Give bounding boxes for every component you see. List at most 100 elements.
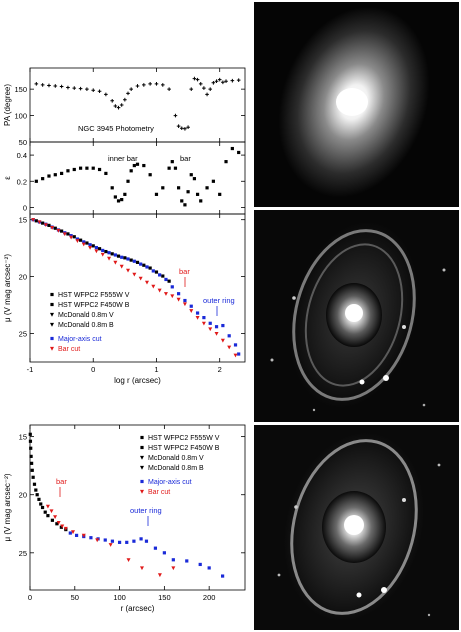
chart-frame [29,213,246,363]
data-point [189,309,194,313]
data-point [50,226,55,230]
data-point [151,269,155,273]
data-point [85,87,89,91]
legend-entry: Bar cut [148,489,170,496]
data-point [195,316,200,320]
data-point [46,514,50,518]
y-tick-label: 0.2 [17,177,27,186]
data-point [56,521,61,525]
data-point [139,566,144,571]
data-point [41,221,45,225]
data-point [101,248,105,253]
data-point [59,525,63,529]
data-point [233,353,238,358]
annotation-bar: bar [56,477,67,486]
data-point [135,84,140,88]
data-point [132,259,136,263]
legend-marker [50,346,54,351]
legend-marker [50,336,54,341]
data-point [153,546,158,550]
data-point [144,539,149,543]
data-point [132,272,137,277]
data-point [237,150,241,155]
data-point [233,343,238,347]
data-point [47,174,51,178]
x-tick-label: 0 [91,365,95,374]
data-point [126,179,130,183]
data-point [31,475,35,479]
data-point [116,105,121,110]
data-point [107,256,112,261]
data-point [224,160,228,164]
chart-4: 15 20 25 0 50 100 150 200 μ (V mag arcsec⁻²) r (a… [3,424,246,613]
x-tick-label: 200 [203,593,216,602]
legend-marker [50,312,54,317]
data-point [129,169,133,173]
data-point [81,533,86,538]
data-point [139,262,143,266]
y-axis-label: PA (degree) [3,84,12,126]
data-point [199,199,203,203]
legend-entry: McDonald 0.8m B [58,322,114,329]
x-axis-label: log r (arcsec) [114,376,161,385]
data-point [78,86,83,91]
data-point [34,82,39,86]
data-point [35,493,39,497]
data-point [72,86,77,90]
data-point [185,559,189,563]
data-point [49,509,54,514]
data-point [208,327,213,332]
data-point [177,292,181,296]
annotation-outer-ring: outer ring [203,296,235,305]
data-point [30,461,34,465]
y-tick-label: 25 [19,549,27,558]
data-point [230,78,235,83]
data-point [145,265,149,269]
data-point [189,304,193,308]
data-point [157,573,162,578]
data-point [192,76,197,81]
data-point [126,91,130,96]
data-point [62,232,67,237]
data-point [154,270,159,274]
y-tick-label: 0 [23,203,27,212]
data-point [173,166,178,170]
x-tick-label: 1 [154,365,158,374]
data-point [151,284,156,289]
data-point [154,82,159,86]
data-point [53,515,58,519]
data-point [78,166,83,170]
data-point [91,244,95,248]
data-point [34,219,38,223]
annotation-inner-bar: inner bar [108,154,138,163]
data-point [89,536,93,540]
data-point [56,228,61,233]
data-point [198,82,203,86]
data-point [205,92,209,97]
data-point [195,311,200,315]
data-point [154,192,159,196]
data-point [195,192,200,196]
data-point [173,113,178,118]
legend-entry: McDonald 0.8m V [148,455,204,462]
data-point [103,538,107,542]
data-point [91,166,95,170]
data-point [183,203,187,207]
data-point [126,257,130,261]
y-tick-label: 20 [19,491,27,500]
legend-entry: Bar cut [58,346,80,353]
data-point [202,86,206,90]
data-point [119,264,124,269]
data-point [34,488,38,492]
data-point [110,186,114,190]
legend-marker [140,479,144,484]
data-point [221,323,225,328]
legend-marker [50,302,54,307]
data-point [195,77,200,82]
data-point [138,276,143,281]
data-point [158,273,162,277]
data-point [78,238,83,242]
data-point [116,199,121,203]
